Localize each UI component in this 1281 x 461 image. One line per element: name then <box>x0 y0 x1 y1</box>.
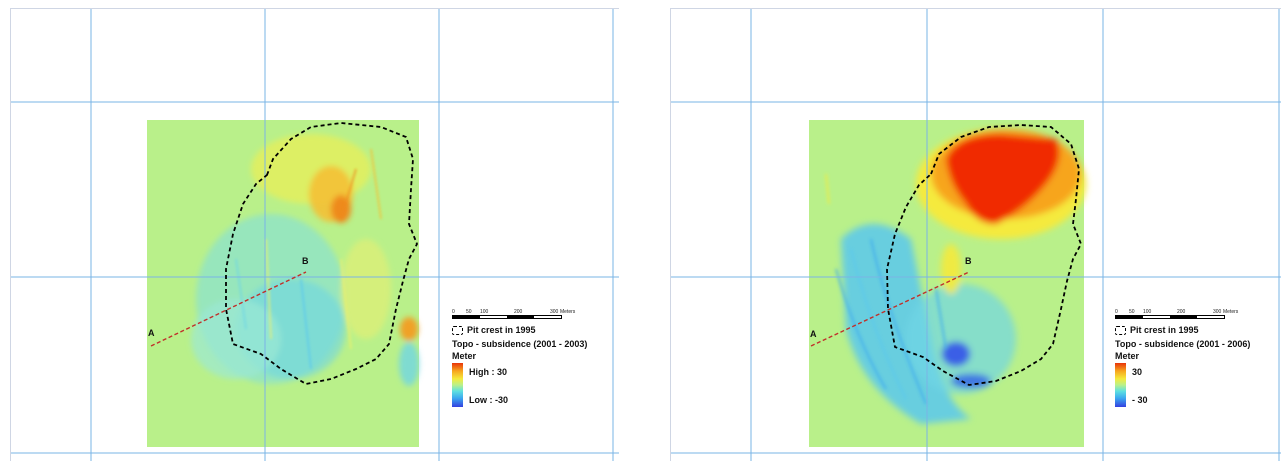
legend-high-label: 30 <box>1132 367 1143 377</box>
legend-low-label: Low : -30 <box>469 395 509 405</box>
point-label-a: A <box>810 329 817 339</box>
left-map-canvas <box>11 9 619 461</box>
legend-unit-label: Meter <box>452 351 477 361</box>
legend-unit-label: Meter <box>1115 351 1140 361</box>
map-legend: 0 50 100 200 300 Meters Pit crest in 199… <box>1115 307 1250 407</box>
right-map-panel: A B 0 50 100 200 300 Meters Pit crest in… <box>670 8 1281 461</box>
profile-line-a-b <box>150 271 307 347</box>
map-grid <box>11 9 619 461</box>
map-grid <box>671 9 1281 461</box>
scale-bar <box>452 315 562 319</box>
scale-bar-labels: 0 50 100 200 300 Meters <box>1115 309 1239 315</box>
subsidence-raster <box>809 120 1086 447</box>
legend-pit-crest: Pit crest in 1995 <box>452 325 587 336</box>
legend-high-label: High : 30 <box>469 367 508 377</box>
scale-bar-labels: 0 50 100 200 300 Meters <box>452 309 576 315</box>
map-legend: 0 50 100 200 300 Meters Pit crest in 199… <box>452 307 587 407</box>
legend-layer-title: Topo - subsidence (2001 - 2006) <box>1115 339 1251 349</box>
color-ramp <box>452 363 463 407</box>
dashed-box-icon <box>1115 326 1126 335</box>
point-label-b: B <box>965 256 972 266</box>
legend-layer-title: Topo - subsidence (2001 - 2003) <box>452 339 588 349</box>
pit-crest-outline <box>886 124 1082 386</box>
right-map-canvas <box>671 9 1281 461</box>
color-ramp <box>1115 363 1126 407</box>
subsidence-raster <box>147 120 419 447</box>
point-label-b: B <box>302 256 309 266</box>
legend-pit-crest: Pit crest in 1995 <box>1115 325 1250 336</box>
point-label-a: A <box>148 328 155 338</box>
dashed-box-icon <box>452 326 463 335</box>
profile-line-a-b <box>810 271 970 347</box>
left-map-panel: A B 0 50 100 200 300 Meters Pit crest in… <box>10 8 619 461</box>
scale-bar <box>1115 315 1225 319</box>
legend-low-label: - 30 <box>1132 395 1148 405</box>
pit-crest-outline <box>225 122 418 385</box>
